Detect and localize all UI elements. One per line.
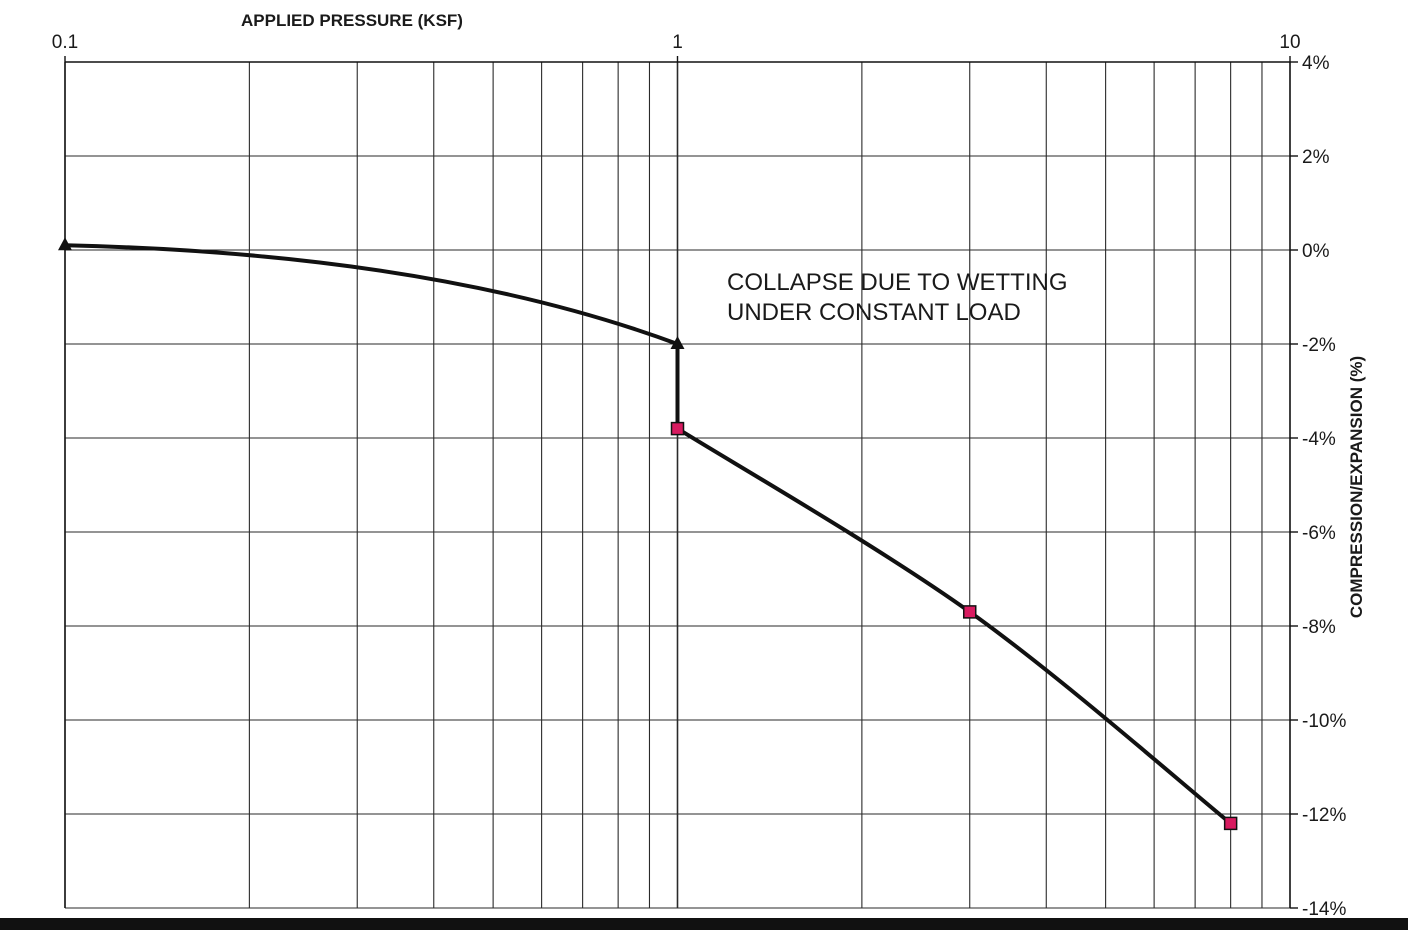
square-marker — [1223, 816, 1238, 831]
annotation-line-1: COLLAPSE DUE TO WETTING — [727, 269, 1068, 296]
triangle-marker — [58, 237, 72, 251]
y-tick-label: 4% — [1302, 53, 1330, 74]
x-tick-label: 1 — [672, 32, 683, 53]
grid — [64, 61, 1290, 909]
series-line-before-wetting — [63, 243, 680, 346]
x-tick-labels: 0.1 1 10 — [52, 32, 1301, 53]
y-tick-label: -14% — [1302, 899, 1346, 920]
triangle-marker — [670, 336, 685, 349]
y-tick-label: -8% — [1302, 617, 1336, 638]
axes — [64, 56, 1298, 909]
y-axis-title: COMPRESSION/EXPANSION (%) — [1347, 356, 1366, 618]
square-marker — [670, 421, 685, 436]
x-axis-title: APPLIED PRESSURE (KSF) — [241, 11, 463, 30]
y-tick-label: 0% — [1302, 241, 1330, 262]
series — [58, 237, 1238, 831]
x-tick-label: 0.1 — [52, 32, 78, 53]
y-tick-label: -12% — [1302, 805, 1346, 826]
bottom-border — [0, 918, 1408, 930]
y-tick-label: -2% — [1302, 335, 1336, 356]
x-tick-label: 10 — [1279, 32, 1300, 53]
y-tick-label: -10% — [1302, 711, 1346, 732]
annotation-line-2: UNDER CONSTANT LOAD — [727, 299, 1021, 326]
square-marker — [962, 605, 977, 619]
y-tick-labels: 4% 2% 0% -2% -4% -6% -8% -10% -12% -14% — [1302, 53, 1346, 920]
y-tick-label: 2% — [1302, 147, 1330, 168]
y-tick-label: -6% — [1302, 523, 1336, 544]
y-tick-label: -4% — [1302, 429, 1336, 450]
